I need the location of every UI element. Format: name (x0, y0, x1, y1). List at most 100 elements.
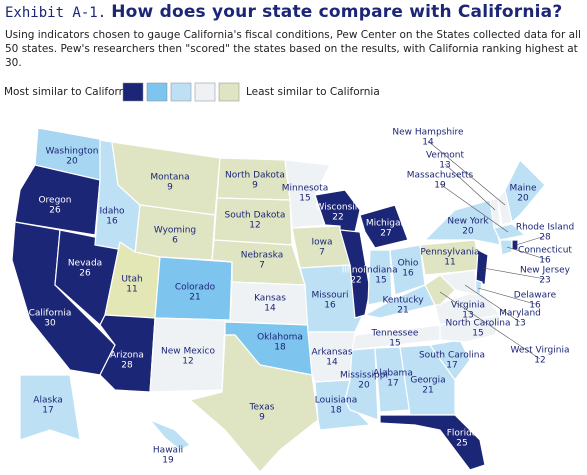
legend-most: Most similar to California (4, 86, 135, 98)
state-name: Alaska (33, 396, 62, 406)
state-score: 21 (189, 293, 200, 303)
state-name: Nevada (68, 259, 102, 269)
state-score: 16 (402, 269, 414, 279)
state-name: Georgia (410, 376, 445, 386)
exhibit: Exhibit A-1. (5, 5, 107, 21)
state-score: 6 (172, 236, 178, 246)
state (489, 197, 501, 229)
state (399, 344, 456, 416)
state-score: 21 (422, 386, 433, 396)
state-name: Arizona (110, 351, 144, 361)
leader-line (477, 287, 536, 305)
state-name: Wyoming (154, 226, 196, 236)
state-name: Montana (150, 173, 189, 183)
state-name: Texas (249, 403, 275, 413)
state-score: 17 (42, 406, 53, 416)
state-name: Ohio (398, 259, 419, 269)
state-score: 15 (375, 276, 386, 286)
legend-least: Least similar to California (246, 86, 380, 98)
state-score: 19 (162, 456, 174, 466)
state-score: 26 (49, 206, 61, 216)
state-name: Iowa (311, 238, 332, 248)
state-name: Connecticut (518, 246, 572, 256)
state-score: 20 (462, 227, 474, 237)
state-name: South Carolina (419, 351, 485, 361)
state-score: 9 (259, 413, 265, 423)
state-name: South Dakota (225, 211, 286, 221)
state-score: 9 (167, 183, 173, 193)
leader-line (482, 267, 546, 280)
state (499, 239, 513, 256)
state-labels: Washington20Oregon26California30Nevada26… (29, 128, 575, 466)
state-score: 28 (121, 361, 133, 371)
state-name: New Hampshire (392, 128, 464, 138)
leader-line (515, 235, 546, 246)
state-name: Kentucky (382, 296, 424, 306)
state-score: 20 (66, 157, 78, 167)
state-score: 7 (319, 248, 325, 258)
state-score: 13 (462, 311, 473, 321)
state-name: Illinois (342, 266, 371, 276)
state (379, 414, 486, 471)
state (434, 289, 502, 326)
state-name: Hawaii (153, 446, 183, 456)
state-name: Louisiana (315, 396, 358, 406)
state (149, 419, 192, 451)
state-name: Massachusetts (407, 171, 474, 181)
state-name: Pennsylvania (420, 248, 479, 258)
state (19, 374, 81, 441)
state-score: 22 (332, 213, 343, 223)
state-score: 16 (106, 217, 118, 227)
state-score: 14 (264, 304, 276, 314)
state-name: Missouri (311, 291, 348, 301)
state-name: Minnesota (282, 184, 328, 194)
state-name: Indiana (364, 266, 397, 276)
state-name: New Mexico (161, 347, 215, 357)
state-score: 15 (299, 194, 310, 204)
state-name: Wisconsin (316, 203, 361, 213)
leader-line (439, 291, 541, 360)
state (438, 269, 477, 296)
state-score: 11 (126, 285, 137, 295)
leader-line (439, 183, 509, 233)
state-name: Arkansas (311, 348, 352, 358)
state-score: 25 (456, 439, 467, 449)
state-name: Maryland (499, 309, 541, 319)
state-score: 14 (422, 138, 434, 148)
title: How does your state compare with Califor… (111, 2, 563, 22)
state-name: Alabama (373, 369, 413, 379)
state (359, 204, 409, 249)
state-name: West Virginia (511, 346, 570, 356)
state-name: New York (447, 217, 489, 227)
state-score: 19 (434, 181, 446, 191)
state-score: 30 (44, 319, 56, 329)
state-name: Michigan (366, 219, 406, 229)
state-name: Idaho (99, 207, 125, 217)
state-score: 15 (389, 339, 400, 349)
state-score: 20 (358, 381, 370, 391)
state-score: 20 (517, 194, 529, 204)
state (511, 239, 519, 251)
state-score: 23 (539, 276, 550, 286)
state-score: 18 (330, 406, 342, 416)
legend-swatch (122, 82, 144, 102)
state-name: Washington (46, 147, 99, 157)
state-score: 17 (387, 379, 398, 389)
state-name: North Dakota (225, 171, 285, 181)
state-name: Rhode Island (516, 223, 574, 233)
state-score: 12 (249, 221, 260, 231)
state-name: Oklahoma (257, 333, 303, 343)
state-name: California (29, 309, 72, 319)
state-name: Mississippi (340, 371, 388, 381)
state-score: 27 (380, 229, 391, 239)
state-name: Delaware (514, 291, 557, 301)
state-score: 11 (444, 258, 455, 268)
legend-swatch (194, 82, 216, 102)
state (475, 249, 489, 286)
state (428, 339, 471, 382)
state-score: 21 (397, 306, 408, 316)
state-name: Kansas (254, 294, 286, 304)
state-score: 13 (439, 161, 450, 171)
